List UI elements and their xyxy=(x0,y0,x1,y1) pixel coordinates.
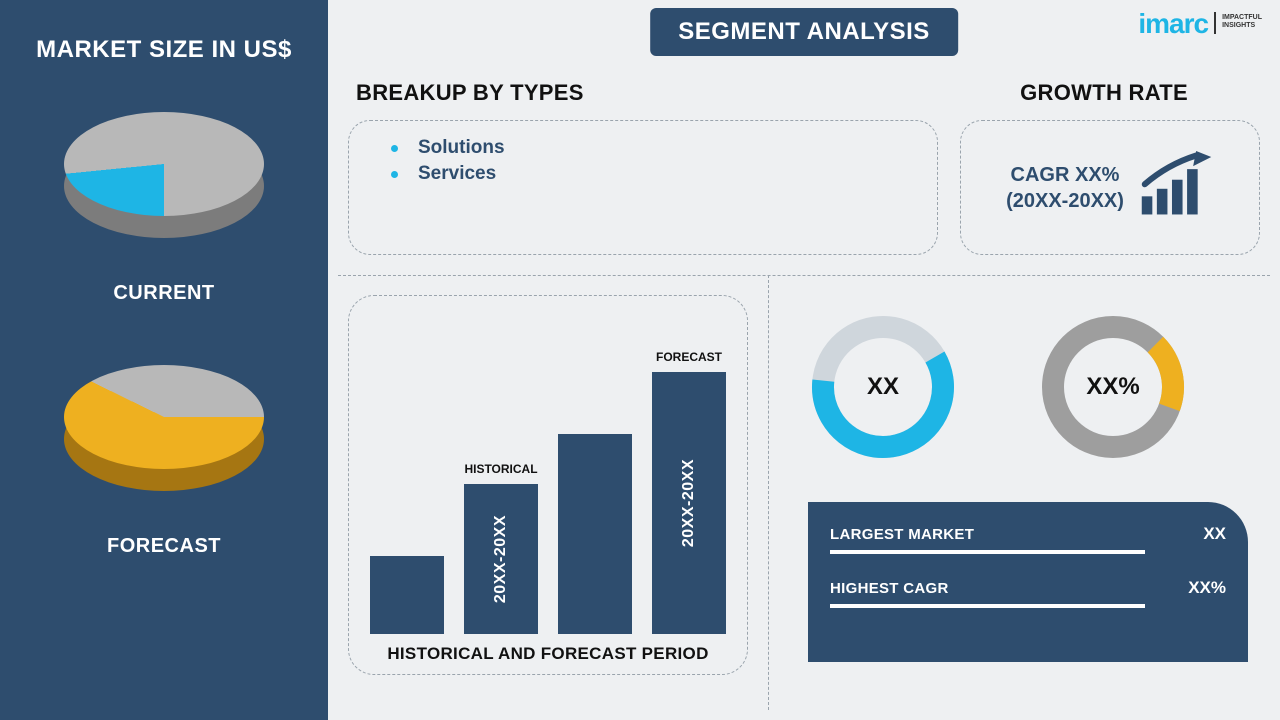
logo-sub1: IMPACTFUL xyxy=(1222,14,1262,22)
pie-forecast-caption: FORECAST xyxy=(107,535,221,558)
metric-name: HIGHEST CAGR xyxy=(830,580,949,597)
pie-current-caption: CURRENT xyxy=(113,282,214,305)
historical-box: HISTORICAL20XX-20XXFORECAST20XX-20XX HIS… xyxy=(348,295,748,675)
breakup-list: Solutions Services xyxy=(391,137,913,185)
bar: FORECAST20XX-20XX xyxy=(652,372,726,634)
donut-left-label: XX xyxy=(867,373,899,401)
pie-forecast: US$XX FORECAST xyxy=(44,345,284,558)
brand-logo: imarc IMPACTFUL INSIGHTS xyxy=(1138,8,1262,40)
cagr-line2: (20XX-20XX) xyxy=(1006,188,1124,214)
vertical-divider xyxy=(768,275,769,710)
cagr-text: CAGR XX% (20XX-20XX) xyxy=(1006,162,1124,214)
donut-row: XX XX% xyxy=(808,312,1188,462)
pie-forecast-chart: US$XX xyxy=(44,345,284,525)
page-root: MARKET SIZE IN US$ US$XX CURRENT US$XX F… xyxy=(0,0,1280,720)
breakup-item-label: Services xyxy=(418,163,496,185)
bar xyxy=(558,434,632,634)
logo-subtitle: IMPACTFUL INSIGHTS xyxy=(1222,14,1262,29)
pie-current: US$XX CURRENT xyxy=(44,92,284,305)
donut-right: XX% xyxy=(1038,312,1188,462)
left-panel: MARKET SIZE IN US$ US$XX CURRENT US$XX F… xyxy=(0,0,328,720)
metric-bar xyxy=(830,604,1145,608)
bar xyxy=(370,556,444,634)
metric-row: LARGEST MARKET XX xyxy=(830,524,1226,554)
bar-inner-text: 20XX-20XX xyxy=(492,515,510,603)
right-panel: SEGMENT ANALYSIS imarc IMPACTFUL INSIGHT… xyxy=(328,0,1280,720)
donut-left: XX xyxy=(808,312,958,462)
breakup-item-label: Solutions xyxy=(418,137,505,159)
logo-divider xyxy=(1214,12,1216,34)
metric-value: XX xyxy=(1203,524,1226,544)
bar-chart: HISTORICAL20XX-20XXFORECAST20XX-20XX xyxy=(370,354,726,634)
logo-text: imarc xyxy=(1138,8,1208,40)
market-size-title: MARKET SIZE IN US$ xyxy=(36,36,292,64)
historical-caption: HISTORICAL AND FORECAST PERIOD xyxy=(387,644,708,664)
growth-title: GROWTH RATE xyxy=(1020,80,1188,106)
pie-current-chart: US$XX xyxy=(44,92,284,272)
metric-bar xyxy=(830,550,1145,554)
metric-name: LARGEST MARKET xyxy=(830,526,974,543)
bar-inner-text: 20XX-20XX xyxy=(680,459,698,547)
bar-top-label: FORECAST xyxy=(656,350,722,364)
logo-sub2: INSIGHTS xyxy=(1222,22,1262,30)
donut-right-label: XX% xyxy=(1086,373,1139,401)
page-title: SEGMENT ANALYSIS xyxy=(650,8,958,56)
bar-top-label: HISTORICAL xyxy=(464,462,537,476)
breakup-item: Services xyxy=(391,163,913,185)
bullet-icon xyxy=(391,171,398,178)
metric-value: XX% xyxy=(1188,578,1226,598)
horizontal-divider xyxy=(338,275,1270,276)
growth-box: CAGR XX% (20XX-20XX) xyxy=(960,120,1260,255)
bullet-icon xyxy=(391,145,398,152)
growth-icon xyxy=(1136,151,1214,224)
metrics-box: LARGEST MARKET XX HIGHEST CAGR XX% xyxy=(808,502,1248,662)
breakup-box: Solutions Services xyxy=(348,120,938,255)
metric-row: HIGHEST CAGR XX% xyxy=(830,578,1226,608)
breakup-title: BREAKUP BY TYPES xyxy=(356,80,584,106)
bar: HISTORICAL20XX-20XX xyxy=(464,484,538,634)
breakup-item: Solutions xyxy=(391,137,913,159)
cagr-line1: CAGR XX% xyxy=(1006,162,1124,188)
